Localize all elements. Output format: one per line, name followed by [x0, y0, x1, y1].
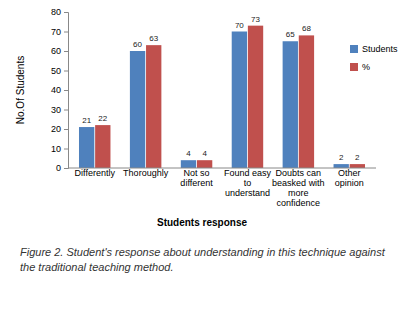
x-tick: Otheropinion — [335, 168, 364, 188]
x-tick-label: Doubts canbeasked withmoreconfidence — [272, 168, 325, 208]
y-tick: 10 — [51, 144, 68, 154]
data-label: 70 — [235, 21, 244, 30]
y-tick-mark — [64, 110, 68, 111]
x-tick: Doubts canbeasked withmoreconfidence — [272, 168, 325, 208]
data-label: 65 — [286, 30, 295, 39]
y-axis-line — [64, 13, 69, 169]
x-tick: Differently — [75, 168, 116, 178]
bar — [299, 35, 314, 168]
text-line: to — [244, 178, 252, 188]
bar — [248, 26, 263, 168]
legend-item: % — [350, 62, 370, 72]
y-tick: 20 — [51, 124, 68, 134]
text-line: beasked with — [272, 178, 325, 188]
y-tick-label: 0 — [56, 163, 61, 173]
bar — [232, 32, 247, 169]
legend-label: Students — [362, 44, 398, 54]
text-line: opinion — [335, 178, 364, 188]
x-tick-label: Found easytounderstand — [224, 168, 272, 198]
bar — [146, 45, 161, 168]
y-tick: 80 — [51, 7, 68, 17]
text-line: confidence — [277, 198, 321, 208]
y-tick-label: 10 — [51, 144, 61, 154]
x-tick-label: Differently — [75, 168, 116, 178]
text-line: Not so — [184, 168, 210, 178]
x-tick: Found easytounderstand — [224, 168, 272, 198]
y-tick-label: 80 — [51, 7, 61, 17]
data-label: 73 — [251, 15, 260, 24]
y-tick: 30 — [51, 105, 68, 115]
bar — [79, 127, 94, 168]
y-axis: 0 10 20 30 40 50 60 70 80 — [51, 7, 69, 173]
text-line: Other — [338, 168, 361, 178]
data-label: 4 — [186, 149, 191, 158]
bar — [130, 51, 145, 168]
y-axis-title: No.Of Students — [15, 56, 26, 124]
y-tick-mark — [64, 51, 68, 52]
x-tick-label: Thoroughly — [123, 168, 169, 178]
y-tick: 40 — [51, 85, 68, 95]
y-tick-label: 60 — [51, 46, 61, 56]
y-tick-mark — [64, 149, 68, 150]
text-line: understand — [225, 188, 270, 198]
y-tick-label: 30 — [51, 105, 61, 115]
data-label: 2 — [355, 153, 360, 162]
y-tick-label: 20 — [51, 124, 61, 134]
data-label: 2 — [339, 153, 344, 162]
legend-item: Students — [350, 44, 398, 54]
y-tick: 0 — [56, 163, 68, 173]
data-label: 68 — [302, 24, 311, 33]
y-tick-mark — [64, 12, 68, 13]
data-labels: 21604706522263473682 — [82, 15, 360, 162]
y-tick-mark — [64, 168, 68, 169]
x-tick-label: Otheropinion — [335, 168, 364, 188]
bar — [197, 160, 212, 168]
y-tick-mark — [64, 32, 68, 33]
x-tick-label: Not sodifferent — [180, 168, 213, 188]
legend-swatch — [350, 63, 358, 71]
y-tick-mark — [64, 90, 68, 91]
y-tick-mark — [64, 71, 68, 72]
data-label: 21 — [82, 116, 91, 125]
y-tick-label: 70 — [51, 27, 61, 37]
data-label: 63 — [149, 34, 158, 43]
data-label: 4 — [202, 149, 207, 158]
y-tick-mark — [64, 129, 68, 130]
x-tick: Thoroughly — [123, 168, 169, 178]
text-line: more — [288, 188, 309, 198]
text-line: Found easy — [224, 168, 272, 178]
text-line: Differently — [75, 168, 116, 178]
y-tick: 70 — [51, 27, 68, 37]
bars — [79, 26, 365, 168]
legend-label: % — [362, 62, 370, 72]
bar — [283, 41, 298, 168]
data-label: 22 — [98, 114, 107, 123]
x-axis-title: Students response — [157, 217, 247, 228]
text-line: Doubts can — [276, 168, 322, 178]
text-line: Thoroughly — [123, 168, 169, 178]
caption: Figure 2. Student's response about under… — [20, 246, 386, 273]
y-tick: 50 — [51, 66, 68, 76]
y-tick: 60 — [51, 46, 68, 56]
x-axis: Differently Thoroughly Not sodifferent Foun… — [68, 168, 376, 208]
text-line: the traditional teaching method. — [20, 261, 174, 273]
x-tick: Not sodifferent — [180, 168, 213, 188]
data-label: 60 — [133, 40, 142, 49]
text-line: Figure 2. Student's response about under… — [20, 246, 386, 258]
legend-swatch — [350, 45, 358, 53]
bar — [95, 125, 110, 168]
y-tick-label: 40 — [51, 85, 61, 95]
y-tick-label: 50 — [51, 66, 61, 76]
text-line: different — [180, 178, 213, 188]
legend: Students% — [350, 44, 398, 72]
bar — [181, 160, 196, 168]
chart: 2160470652226347368201020304050607080Dif… — [0, 0, 418, 309]
